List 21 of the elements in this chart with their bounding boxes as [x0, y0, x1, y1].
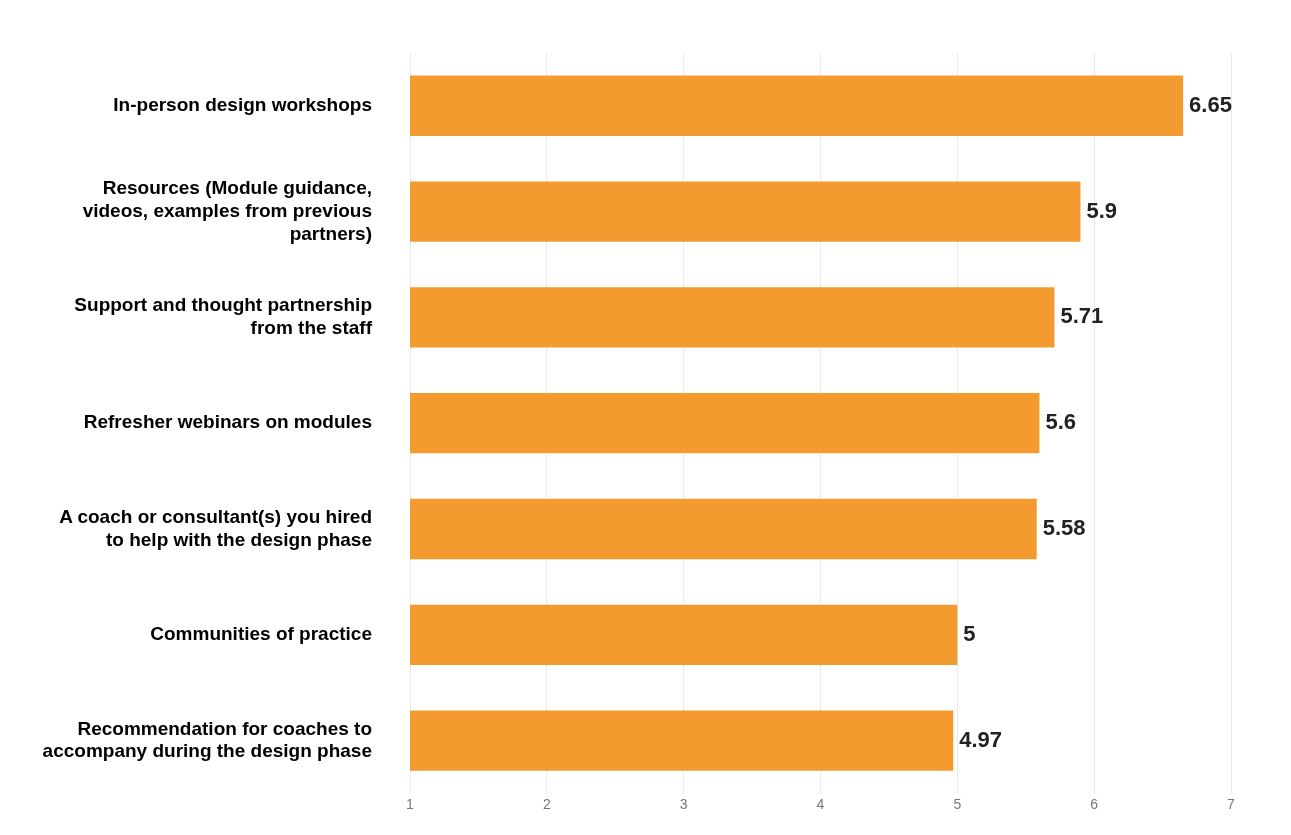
y-tick-label: Support and thought partnership from the staff	[74, 294, 373, 339]
y-tick-label: Resources (Module guidance, videos, examples from previous partners)	[82, 176, 372, 244]
data-label: 5.9	[1086, 197, 1118, 223]
y-tick-label: A coach or consultant(s) you hired to help with the design phase	[59, 505, 372, 550]
y-tick-label: Recommendation for coaches to accompany during the design phase	[42, 717, 372, 762]
x-tick-label: 5	[953, 795, 962, 812]
x-tick-label: 6	[1090, 795, 1099, 812]
data-label: 5.58	[1042, 515, 1086, 541]
x-tick-label: 1	[406, 795, 415, 812]
y-tick-label: Communities of practice	[150, 623, 372, 645]
data-label: 5	[963, 620, 976, 646]
data-label: 5.71	[1060, 303, 1104, 329]
x-tick-label: 3	[679, 795, 688, 812]
data-label: 4.97	[959, 726, 1003, 752]
x-tick-label: 7	[1227, 795, 1236, 812]
y-tick-label: Refresher webinars on modules	[83, 411, 372, 433]
y-tick-label: In-person design workshops	[113, 93, 372, 115]
x-tick-label: 4	[816, 795, 825, 812]
x-tick-label: 2	[542, 795, 551, 812]
data-label: 6.65	[1189, 91, 1232, 117]
data-label: 5.6	[1045, 409, 1077, 435]
